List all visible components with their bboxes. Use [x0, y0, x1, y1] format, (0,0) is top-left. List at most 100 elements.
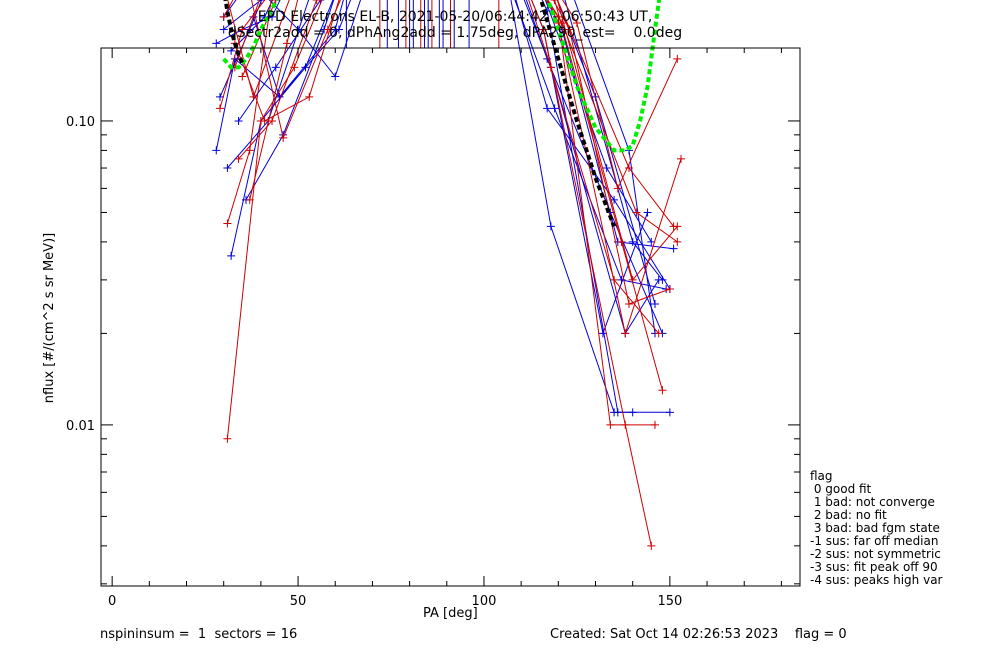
data-point [331, 25, 340, 34]
fit-curve-2 [539, 0, 616, 228]
series-line [216, 0, 633, 413]
data-point [669, 244, 678, 253]
legend-entry: 2 bad: no fit [810, 508, 887, 522]
data-point [606, 420, 615, 429]
x-tick-label: 150 [657, 594, 682, 609]
series-line [238, 0, 667, 290]
legend-entry: 0 good fit [810, 482, 872, 496]
series-13 [223, 0, 659, 429]
series-0 [212, 0, 637, 417]
data-point [572, 19, 581, 28]
data-point [546, 222, 555, 231]
data-point [650, 420, 659, 429]
data-point [215, 92, 224, 101]
data-point [654, 329, 663, 338]
data-point [673, 237, 682, 246]
plot-frame [100, 47, 801, 587]
legend-entry: -1 sus: far off median [810, 534, 939, 548]
footer-right: Created: Sat Oct 14 02:26:53 2023 flag =… [550, 627, 847, 642]
series-line [223, 0, 660, 334]
data-point [546, 63, 555, 72]
data-point [550, 104, 559, 113]
chart-title-line-2: dSectr2add = 0, dPhAng2add = 1.75deg, dP… [227, 25, 683, 41]
data-point [621, 329, 630, 338]
data-point [624, 164, 633, 173]
data-point [543, 104, 552, 113]
data-series [212, 0, 686, 550]
series-21 [230, 0, 674, 308]
series-line [223, 0, 663, 281]
data-point [212, 39, 221, 48]
y-tick-label: 0.10 [66, 115, 95, 130]
data-point [279, 133, 288, 142]
data-point [234, 154, 243, 163]
legend-entry: -4 sus: peaks high var [810, 573, 943, 587]
data-point [617, 237, 626, 246]
data-point [632, 208, 641, 217]
x-tick-label: 50 [290, 594, 307, 609]
series-line [252, 0, 656, 334]
data-point [643, 208, 652, 217]
data-point [268, 116, 277, 125]
series-line [226, 0, 655, 426]
data-point [271, 63, 280, 72]
series-line [230, 0, 663, 334]
data-point [658, 386, 667, 395]
data-point [282, 39, 291, 48]
series-line [215, 0, 670, 413]
data-point [613, 408, 622, 417]
data-point [223, 164, 232, 173]
legend-entry: 3 bad: bad fgm state [810, 521, 940, 535]
data-point [673, 54, 682, 63]
legend-entry: -3 sus: fit peak off 90 [810, 560, 938, 574]
series-line [234, 0, 663, 391]
series-11 [249, 0, 659, 338]
fit-curve-0 [222, 0, 662, 153]
series-19 [219, 0, 663, 338]
pa-marker-lines [345, 0, 500, 48]
data-point [223, 219, 232, 228]
data-point [331, 72, 340, 81]
series-line [223, 0, 649, 336]
data-point [245, 195, 254, 204]
data-point [323, 25, 332, 34]
series-line [219, 0, 656, 305]
data-point [312, 0, 321, 4]
footer-left: nspininsum = 1 sectors = 16 [100, 627, 298, 642]
data-point [260, 116, 269, 125]
y-axis-label: nflux [#/(cm^2 s sr MeV)] [42, 232, 57, 404]
data-point [238, 25, 247, 34]
data-point [219, 25, 228, 34]
y-tick-label: 0.01 [66, 419, 95, 434]
data-point [602, 164, 611, 173]
fit-curve-1 [223, 0, 245, 64]
data-point [219, 12, 228, 21]
series-line [226, 0, 652, 547]
data-point [624, 299, 633, 308]
data-point [256, 0, 265, 4]
data-point [212, 146, 221, 155]
series-12 [223, 0, 656, 550]
data-point [565, 25, 574, 34]
data-point [628, 237, 637, 246]
data-point [677, 154, 686, 163]
data-point [305, 92, 314, 101]
data-point [647, 237, 656, 246]
x-tick-label: 0 [108, 594, 116, 609]
legend-heading: flag [810, 469, 833, 483]
data-point [249, 92, 258, 101]
data-point [234, 116, 243, 125]
flag-legend: flag 0 good fit 1 bad: not converge 2 ba… [810, 470, 942, 587]
series-line [241, 0, 682, 336]
series-17 [227, 0, 678, 231]
series-6 [215, 0, 659, 308]
data-point [647, 541, 656, 550]
data-point [245, 146, 254, 155]
chart-title-line-1: EPD Electrons EL-B, 2021-05-20/06:44:42 … [257, 9, 653, 25]
data-point [650, 299, 659, 308]
x-tick-label: 100 [472, 594, 497, 609]
data-point [654, 275, 663, 284]
series-line [245, 0, 674, 250]
